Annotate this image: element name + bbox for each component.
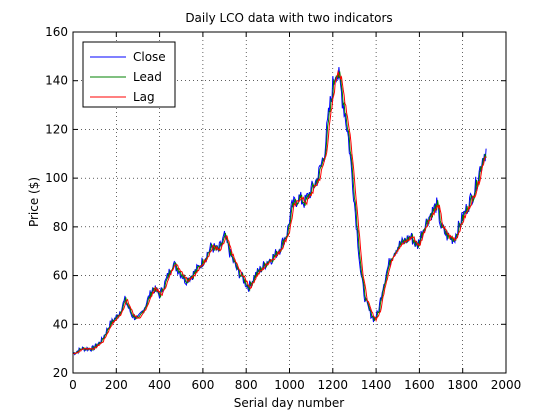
x-tick-label: 1200 (318, 378, 349, 392)
series-line-lag (73, 69, 487, 354)
x-axis-label: Serial day number (234, 396, 345, 410)
x-tick-label: 200 (105, 378, 128, 392)
legend-label-lag: Lag (133, 90, 155, 104)
x-tick-label: 400 (148, 378, 171, 392)
x-tick-label: 0 (69, 378, 77, 392)
x-tick-label: 800 (235, 378, 258, 392)
legend-label-lead: Lead (133, 70, 162, 84)
series-line-lead (73, 71, 487, 355)
y-tick-label: 120 (45, 122, 68, 136)
y-tick-label: 20 (53, 366, 68, 380)
y-axis: 20 40 60 80 100 120 140 160 (45, 25, 506, 380)
x-tick-label: 2000 (491, 378, 522, 392)
legend-label-close: Close (133, 50, 166, 64)
y-tick-label: 100 (45, 171, 68, 185)
y-tick-label: 80 (53, 220, 68, 234)
y-axis-label: Price ($) (27, 177, 41, 227)
x-axis: 0 200 400 600 800 1000 1200 1400 1600 1800 2000 (69, 32, 521, 392)
chart-title: Daily LCO data with two indicators (185, 11, 392, 25)
x-tick-label: 600 (191, 378, 214, 392)
legend-box (82, 41, 176, 108)
y-tick-label: 140 (45, 74, 68, 88)
x-tick-label: 1800 (447, 378, 478, 392)
x-tick-label: 1000 (274, 378, 305, 392)
y-tick-label: 40 (53, 317, 68, 331)
series-lines (72, 67, 487, 356)
x-tick-label: 1600 (404, 378, 435, 392)
x-tick-label: 1400 (361, 378, 392, 392)
y-tick-label: 60 (53, 269, 68, 283)
y-tick-label: 160 (45, 25, 68, 39)
legend: Close Lead Lag (82, 41, 176, 108)
series-line-close (72, 67, 487, 356)
